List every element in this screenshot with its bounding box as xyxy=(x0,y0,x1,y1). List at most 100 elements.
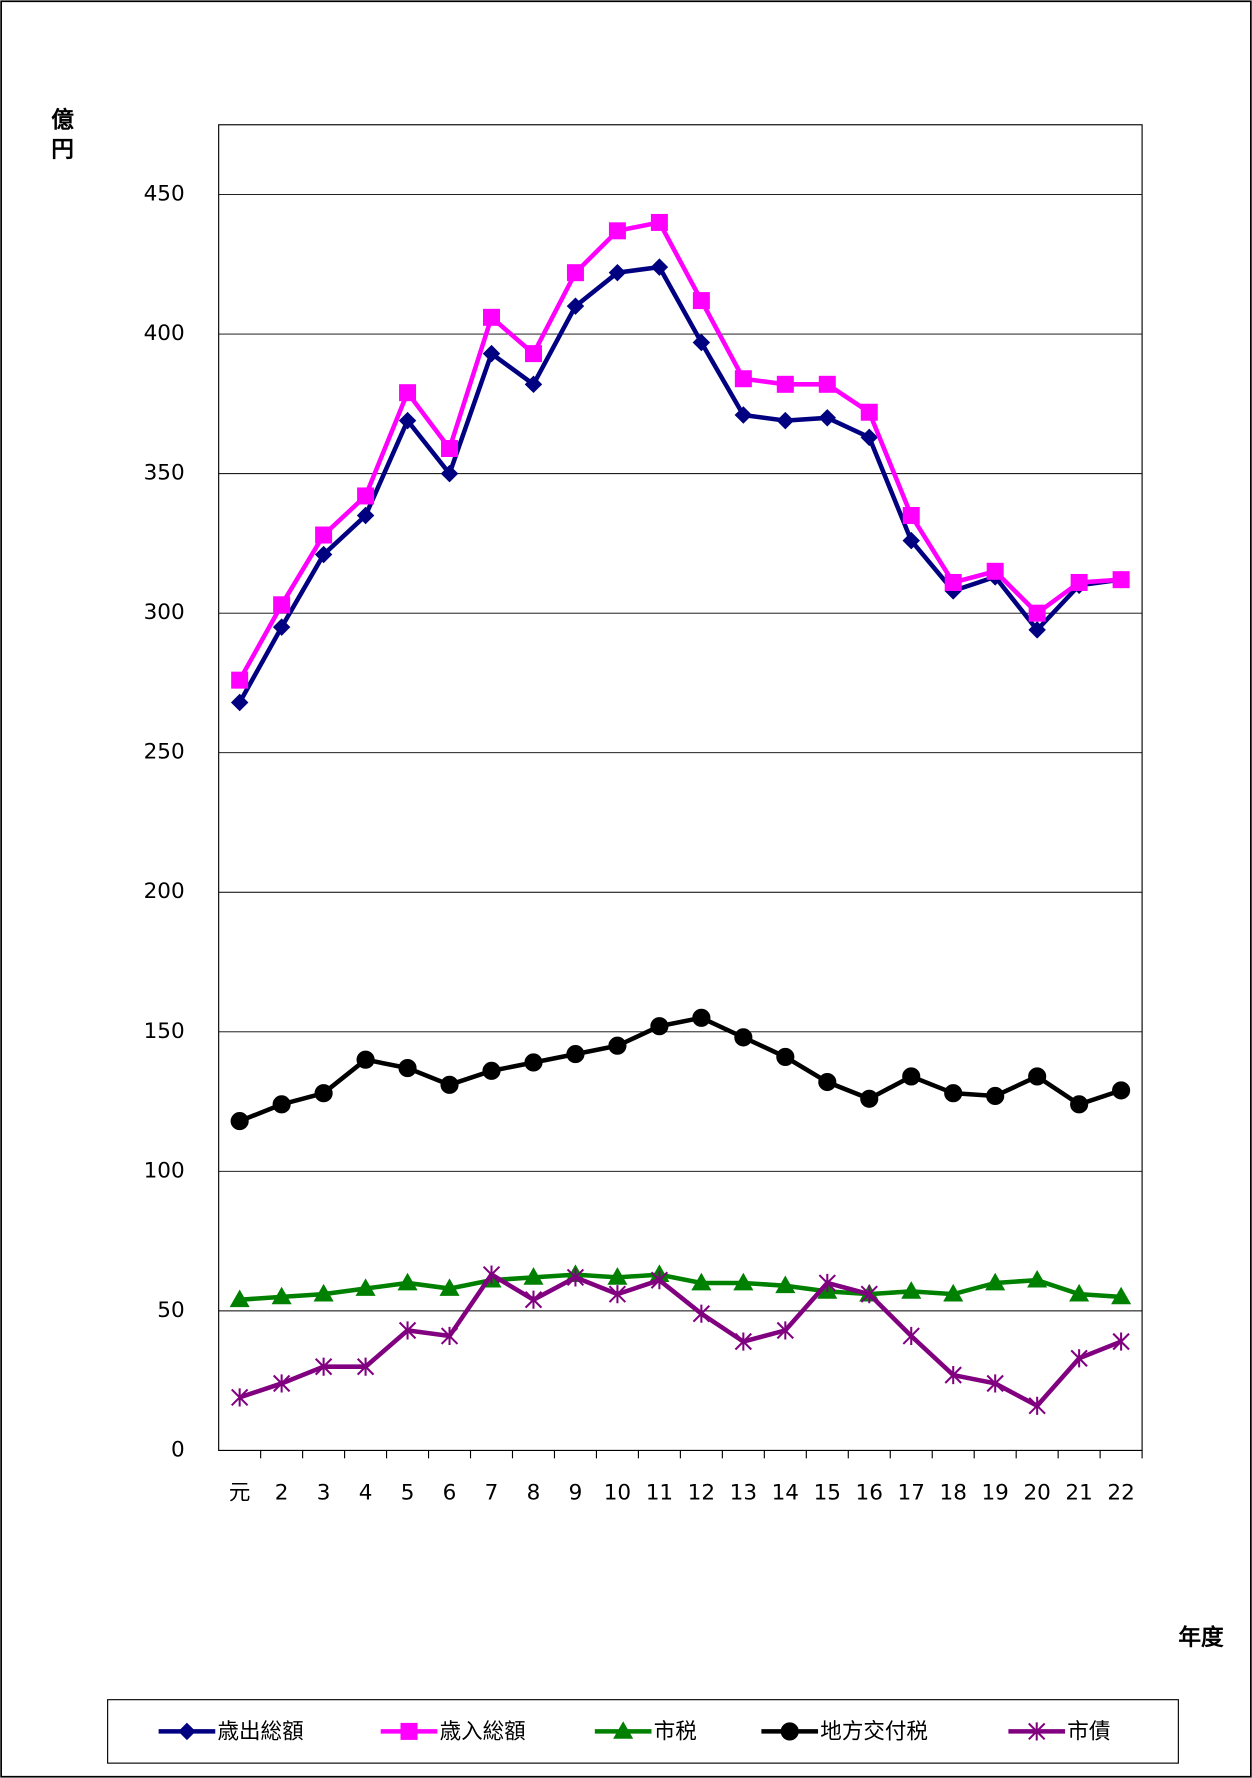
marker xyxy=(692,1304,711,1323)
marker xyxy=(566,1268,585,1287)
legend-item: 歳入総額 xyxy=(380,1720,526,1745)
marker xyxy=(1070,1349,1088,1368)
marker xyxy=(273,596,291,614)
legend-label: 市債 xyxy=(1067,1720,1110,1745)
marker xyxy=(613,1721,634,1739)
marker xyxy=(356,1050,375,1069)
marker xyxy=(734,370,752,388)
marker xyxy=(818,375,836,393)
y-tick-label: 300 xyxy=(144,600,185,625)
y-tick-label: 400 xyxy=(144,321,185,346)
marker xyxy=(1069,1283,1090,1302)
marker xyxy=(608,263,627,282)
marker xyxy=(650,258,669,276)
marker xyxy=(902,531,920,550)
marker xyxy=(818,409,837,427)
marker xyxy=(1112,571,1130,589)
marker xyxy=(776,1047,795,1066)
marker xyxy=(734,406,753,424)
marker xyxy=(902,1326,920,1346)
x-tick-label: 10 xyxy=(604,1480,631,1505)
marker xyxy=(1070,1095,1089,1114)
legend-label: 市税 xyxy=(654,1720,697,1745)
x-tick-label: 5 xyxy=(401,1480,415,1505)
marker xyxy=(1028,604,1046,622)
marker xyxy=(608,222,626,240)
x-tick-label: 20 xyxy=(1023,1480,1050,1505)
marker xyxy=(1112,1081,1131,1100)
x-tick-label: 6 xyxy=(443,1480,457,1505)
marker xyxy=(230,693,249,712)
y-tick-label: 0 xyxy=(171,1437,185,1462)
marker xyxy=(986,1374,1004,1393)
legend-item: 市税 xyxy=(594,1720,697,1745)
y-axis-label: 億円 xyxy=(47,108,73,167)
marker xyxy=(272,1095,291,1114)
marker xyxy=(399,384,417,402)
marker xyxy=(775,1275,796,1294)
marker xyxy=(860,1089,879,1108)
marker xyxy=(691,1272,712,1291)
marker xyxy=(356,506,375,525)
marker xyxy=(1070,573,1088,591)
x-tick-label: 16 xyxy=(856,1480,883,1505)
marker xyxy=(692,1008,711,1027)
x-tick-label: 14 xyxy=(772,1480,799,1505)
y-tick-label: 100 xyxy=(144,1158,185,1183)
y-tick-label: 200 xyxy=(144,879,185,904)
marker xyxy=(944,573,962,591)
marker xyxy=(860,1285,878,1304)
marker xyxy=(608,1036,627,1055)
plot-area xyxy=(218,124,1143,1451)
marker xyxy=(901,1281,922,1299)
marker xyxy=(566,264,584,282)
x-tick-label: 19 xyxy=(981,1480,1008,1505)
marker xyxy=(482,1061,501,1080)
x-tick-label: 4 xyxy=(359,1480,373,1505)
marker xyxy=(608,1285,627,1304)
series-line xyxy=(238,1271,1122,1409)
marker xyxy=(1028,621,1046,639)
marker xyxy=(397,1272,418,1291)
x-tick-label: 元 xyxy=(229,1480,251,1505)
marker xyxy=(733,1272,754,1291)
marker xyxy=(776,411,795,430)
marker xyxy=(231,1388,249,1407)
marker xyxy=(314,545,333,564)
marker xyxy=(1027,1269,1048,1288)
marker xyxy=(1112,1332,1130,1351)
marker xyxy=(523,1267,544,1285)
x-tick-label: 7 xyxy=(485,1480,499,1505)
marker xyxy=(692,333,711,352)
marker xyxy=(398,411,417,430)
marker xyxy=(398,1321,417,1340)
marker xyxy=(178,1722,196,1741)
x-tick-label: 21 xyxy=(1065,1480,1092,1505)
marker xyxy=(272,618,291,636)
marker xyxy=(734,1332,752,1351)
marker xyxy=(356,1357,375,1376)
marker xyxy=(231,671,249,689)
x-tick-label: 9 xyxy=(569,1480,583,1505)
marker xyxy=(314,1084,333,1103)
marker xyxy=(229,1289,250,1308)
marker xyxy=(860,428,878,447)
x-tick-label: 15 xyxy=(814,1480,841,1505)
legend-label: 地方交付税 xyxy=(820,1720,928,1745)
legend-label: 歳出総額 xyxy=(218,1720,304,1745)
marker xyxy=(944,1084,963,1103)
y-tick-label: 50 xyxy=(157,1298,184,1323)
marker xyxy=(482,1265,501,1284)
marker xyxy=(230,1112,249,1131)
marker xyxy=(398,1059,417,1078)
y-tick-label: 450 xyxy=(144,182,185,207)
marker xyxy=(566,1045,585,1064)
series-line xyxy=(238,1015,1122,1124)
y-tick-label: 350 xyxy=(144,461,185,486)
marker xyxy=(902,506,920,524)
marker xyxy=(650,1271,669,1290)
marker xyxy=(271,1286,292,1305)
series-line xyxy=(239,1272,1122,1302)
series-line xyxy=(237,264,1122,704)
